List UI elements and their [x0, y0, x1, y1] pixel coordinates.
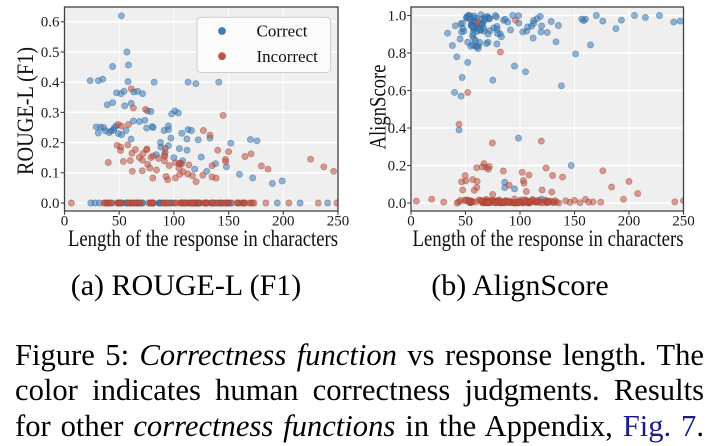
svg-text:100: 100 [163, 214, 186, 230]
svg-text:0.0: 0.0 [388, 196, 407, 212]
svg-text:50: 50 [112, 214, 127, 230]
svg-text:Length of the response in char: Length of the response in characters [68, 226, 338, 251]
svg-text:AlignScore: AlignScore [366, 65, 391, 150]
svg-text:100: 100 [509, 214, 532, 230]
svg-text:Incorrect: Incorrect [257, 47, 319, 66]
svg-text:150: 150 [563, 214, 586, 230]
svg-text:0.5: 0.5 [41, 45, 60, 61]
svg-text:200: 200 [272, 214, 295, 230]
svg-text:250: 250 [672, 214, 695, 230]
svg-text:0: 0 [61, 214, 69, 230]
svg-text:0.3: 0.3 [41, 105, 60, 121]
svg-text:Length of the response in char: Length of the response in characters [413, 226, 684, 251]
svg-text:50: 50 [458, 214, 473, 230]
svg-text:0.4: 0.4 [388, 121, 407, 137]
svg-text:0.1: 0.1 [41, 166, 60, 182]
svg-text:0.2: 0.2 [41, 136, 60, 152]
svg-text:0.4: 0.4 [41, 75, 60, 91]
svg-text:0.6: 0.6 [388, 83, 407, 99]
svg-text:0: 0 [407, 214, 415, 230]
svg-text:0.6: 0.6 [41, 15, 60, 31]
svg-text:ROUGE-L (F1): ROUGE-L (F1) [13, 47, 38, 175]
svg-text:1.0: 1.0 [388, 8, 407, 24]
svg-text:0.0: 0.0 [41, 196, 60, 212]
svg-text:0.2: 0.2 [388, 158, 407, 174]
svg-text:0.8: 0.8 [388, 46, 407, 62]
svg-text:150: 150 [217, 214, 240, 230]
svg-text:250: 250 [327, 214, 350, 230]
svg-text:200: 200 [618, 214, 641, 230]
svg-text:Correct: Correct [257, 22, 308, 41]
